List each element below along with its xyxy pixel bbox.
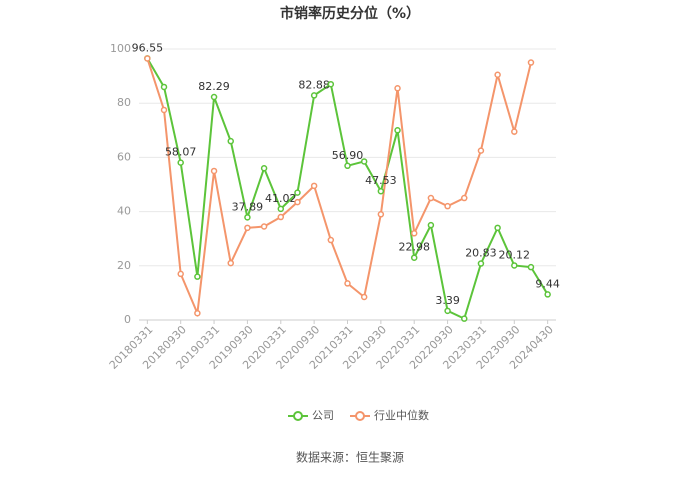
data-point — [144, 55, 151, 62]
data-point — [260, 164, 268, 172]
data-label: 20.12 — [499, 248, 531, 261]
data-point — [194, 309, 201, 317]
data-point — [277, 205, 285, 213]
data-point — [277, 213, 285, 221]
data-point — [294, 189, 301, 196]
data-point — [494, 71, 501, 78]
data-point — [410, 254, 418, 261]
data-point — [527, 263, 535, 271]
data-label: 82.88 — [298, 78, 330, 91]
data-point — [327, 236, 335, 244]
data-point — [227, 259, 234, 267]
data-label: 96.55 — [132, 41, 164, 54]
data-point — [160, 106, 168, 114]
data-label: 82.29 — [198, 80, 230, 93]
data-label: 41.02 — [265, 192, 297, 205]
data-point — [244, 214, 251, 221]
data-point — [427, 221, 435, 229]
data-point — [377, 211, 385, 218]
y-tick-label: 20 — [117, 259, 131, 272]
data-point — [294, 198, 301, 206]
series-line — [146, 57, 549, 321]
y-tick-label: 40 — [117, 205, 131, 218]
data-point — [210, 93, 218, 101]
data-point — [544, 291, 551, 298]
data-point — [511, 128, 518, 135]
data-point — [477, 147, 485, 154]
data-point — [477, 260, 485, 267]
data-point — [344, 280, 351, 287]
data-point — [327, 80, 335, 88]
data-point — [444, 307, 451, 315]
data-point — [377, 187, 385, 195]
legend-marker — [293, 411, 303, 421]
series-line — [146, 58, 532, 318]
source-note: 数据来源：恒生聚源 — [296, 450, 404, 465]
data-point — [461, 194, 468, 202]
y-tick-label: 80 — [117, 96, 131, 109]
data-point — [494, 224, 501, 232]
data-label: 37.89 — [232, 200, 264, 213]
data-point — [344, 162, 351, 170]
data-point — [227, 137, 234, 145]
data-point — [244, 224, 251, 232]
data-point — [310, 182, 318, 190]
data-point — [160, 83, 168, 91]
data-label: 9.44 — [535, 277, 560, 290]
legend-label: 公司 — [312, 409, 334, 422]
data-point — [394, 85, 401, 92]
data-point — [511, 262, 518, 269]
data-point — [177, 270, 184, 278]
data-label: 3.39 — [435, 294, 460, 307]
data-label: 58.07 — [165, 146, 197, 159]
data-label: 20.83 — [465, 247, 497, 260]
data-point — [461, 315, 468, 322]
legend-marker — [355, 411, 365, 421]
data-point — [310, 92, 318, 99]
data-label: 56.90 — [332, 149, 364, 162]
data-point — [210, 167, 218, 175]
data-point — [410, 230, 418, 237]
data-label: 47.53 — [365, 174, 397, 187]
y-tick-label: 0 — [124, 313, 131, 326]
data-point — [527, 59, 535, 66]
data-label: 22.98 — [398, 241, 430, 254]
data-point — [444, 202, 451, 210]
legend-label: 行业中位数 — [374, 408, 429, 422]
y-tick-label: 100 — [110, 42, 131, 55]
data-point — [260, 223, 268, 230]
data-point — [360, 158, 368, 165]
data-point — [194, 273, 201, 280]
data-point — [177, 159, 184, 166]
y-tick-label: 60 — [117, 150, 131, 163]
data-point — [360, 293, 368, 301]
data-point — [394, 127, 401, 134]
data-point — [427, 194, 435, 202]
chart-title: 市销率历史分位（%） — [280, 5, 420, 22]
